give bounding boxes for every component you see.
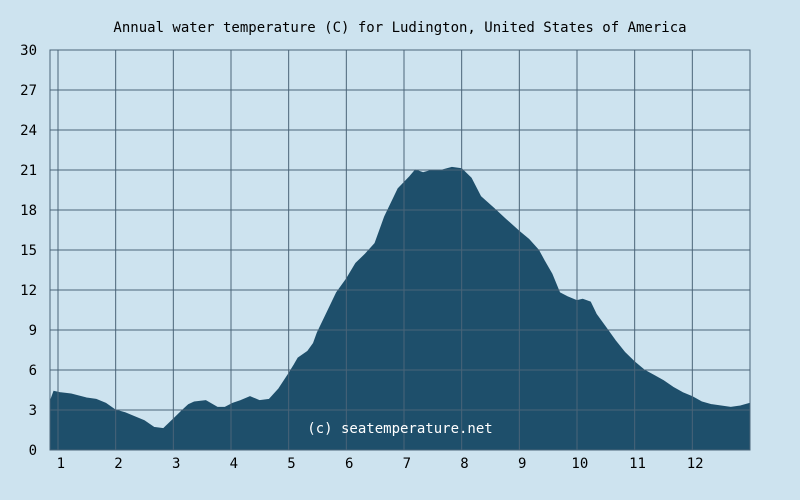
y-tick-label: 9: [29, 323, 37, 339]
x-tick-label: 1: [57, 456, 65, 472]
temperature-area: [49, 166, 751, 451]
y-tick-label: 12: [20, 283, 37, 299]
y-tick-label: 21: [20, 163, 37, 179]
x-tick-label: 11: [629, 456, 646, 472]
y-tick-label: 3: [29, 403, 37, 419]
x-tick-label: 3: [172, 456, 180, 472]
x-tick-label: 7: [403, 456, 411, 472]
chart-title: Annual water temperature (C) for Ludingt…: [113, 20, 686, 36]
y-tick-label: 6: [29, 363, 37, 379]
x-axis-ticks: 1 2 3 4 5 6 7 8 9 10 11 12: [57, 456, 704, 472]
x-tick-label: 8: [460, 456, 468, 472]
y-tick-label: 0: [29, 443, 37, 459]
plot-border: [49, 49, 751, 451]
y-tick-label: 24: [20, 123, 37, 139]
x-tick-label: 10: [571, 456, 588, 472]
y-axis-ticks: 0 3 6 9 12 15 18 21 24 27 30: [20, 43, 37, 459]
y-tick-label: 15: [20, 243, 37, 259]
gridlines: [49, 49, 751, 451]
x-tick-label: 9: [518, 456, 526, 472]
watermark-text: (c) seatemperature.net: [307, 421, 492, 437]
y-tick-label: 27: [20, 83, 37, 99]
x-tick-label: 12: [687, 456, 704, 472]
y-tick-label: 30: [20, 43, 37, 59]
x-tick-label: 5: [287, 456, 295, 472]
x-tick-label: 6: [345, 456, 353, 472]
temperature-area-layer: [49, 166, 751, 451]
x-tick-label: 4: [230, 456, 238, 472]
x-tick-label: 2: [114, 456, 122, 472]
y-tick-label: 18: [20, 203, 37, 219]
